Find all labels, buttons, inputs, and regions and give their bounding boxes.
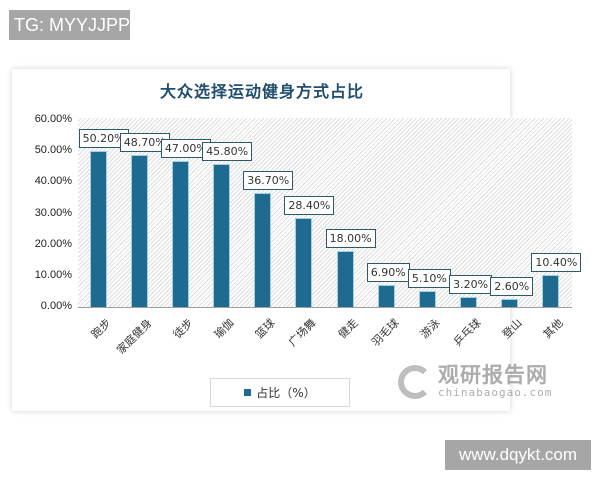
legend: 占比（%） bbox=[210, 378, 350, 407]
brand-logo: 观研报告网 chinabaogao.com bbox=[398, 364, 552, 399]
logo-cn-text: 观研报告网 bbox=[438, 363, 548, 387]
data-label: 45.80% bbox=[202, 142, 253, 162]
x-axis-line bbox=[78, 307, 572, 308]
bar bbox=[89, 150, 107, 307]
bar bbox=[418, 291, 436, 307]
bar bbox=[377, 285, 395, 307]
y-tick-label: 40.00% bbox=[34, 175, 72, 188]
y-tick-label: 20.00% bbox=[34, 237, 72, 250]
watermark-bottom: www.dqykt.com bbox=[445, 440, 591, 470]
y-tick-label: 50.00% bbox=[34, 144, 72, 157]
bar bbox=[171, 160, 189, 307]
bar bbox=[336, 250, 354, 307]
swirl-logo-icon bbox=[398, 364, 432, 399]
y-tick-label: 0.00% bbox=[40, 300, 72, 312]
data-label: 47.00% bbox=[160, 138, 211, 158]
bar bbox=[213, 164, 231, 307]
data-label: 28.40% bbox=[284, 196, 335, 216]
data-label: 5.10% bbox=[407, 269, 451, 289]
bar bbox=[254, 192, 272, 307]
bar bbox=[501, 298, 519, 307]
data-label: 18.00% bbox=[325, 228, 376, 248]
data-label: 48.70% bbox=[119, 133, 170, 153]
legend-swatch bbox=[244, 389, 252, 396]
y-tick-label: 10.00% bbox=[34, 268, 72, 281]
bar bbox=[460, 297, 478, 307]
data-label: 6.90% bbox=[366, 263, 410, 283]
legend-label: 占比（%） bbox=[256, 386, 316, 400]
data-label: 50.20% bbox=[78, 128, 129, 148]
y-tick-label: 60.00% bbox=[34, 113, 72, 125]
data-label: 3.20% bbox=[449, 275, 493, 295]
bar bbox=[130, 155, 148, 307]
bar bbox=[542, 274, 560, 307]
data-label: 10.40% bbox=[531, 252, 582, 272]
logo-en-text: chinabaogao.com bbox=[438, 386, 553, 399]
bar bbox=[295, 218, 313, 307]
data-label: 2.60% bbox=[490, 276, 534, 296]
x-tick-label: 其他 bbox=[541, 316, 567, 342]
y-tick-label: 30.00% bbox=[34, 206, 72, 219]
data-label: 36.70% bbox=[243, 170, 294, 190]
chart-title: 大众选择运动健身方式占比 bbox=[159, 82, 364, 101]
watermark-top: TG: MYYJJPP bbox=[9, 10, 130, 40]
